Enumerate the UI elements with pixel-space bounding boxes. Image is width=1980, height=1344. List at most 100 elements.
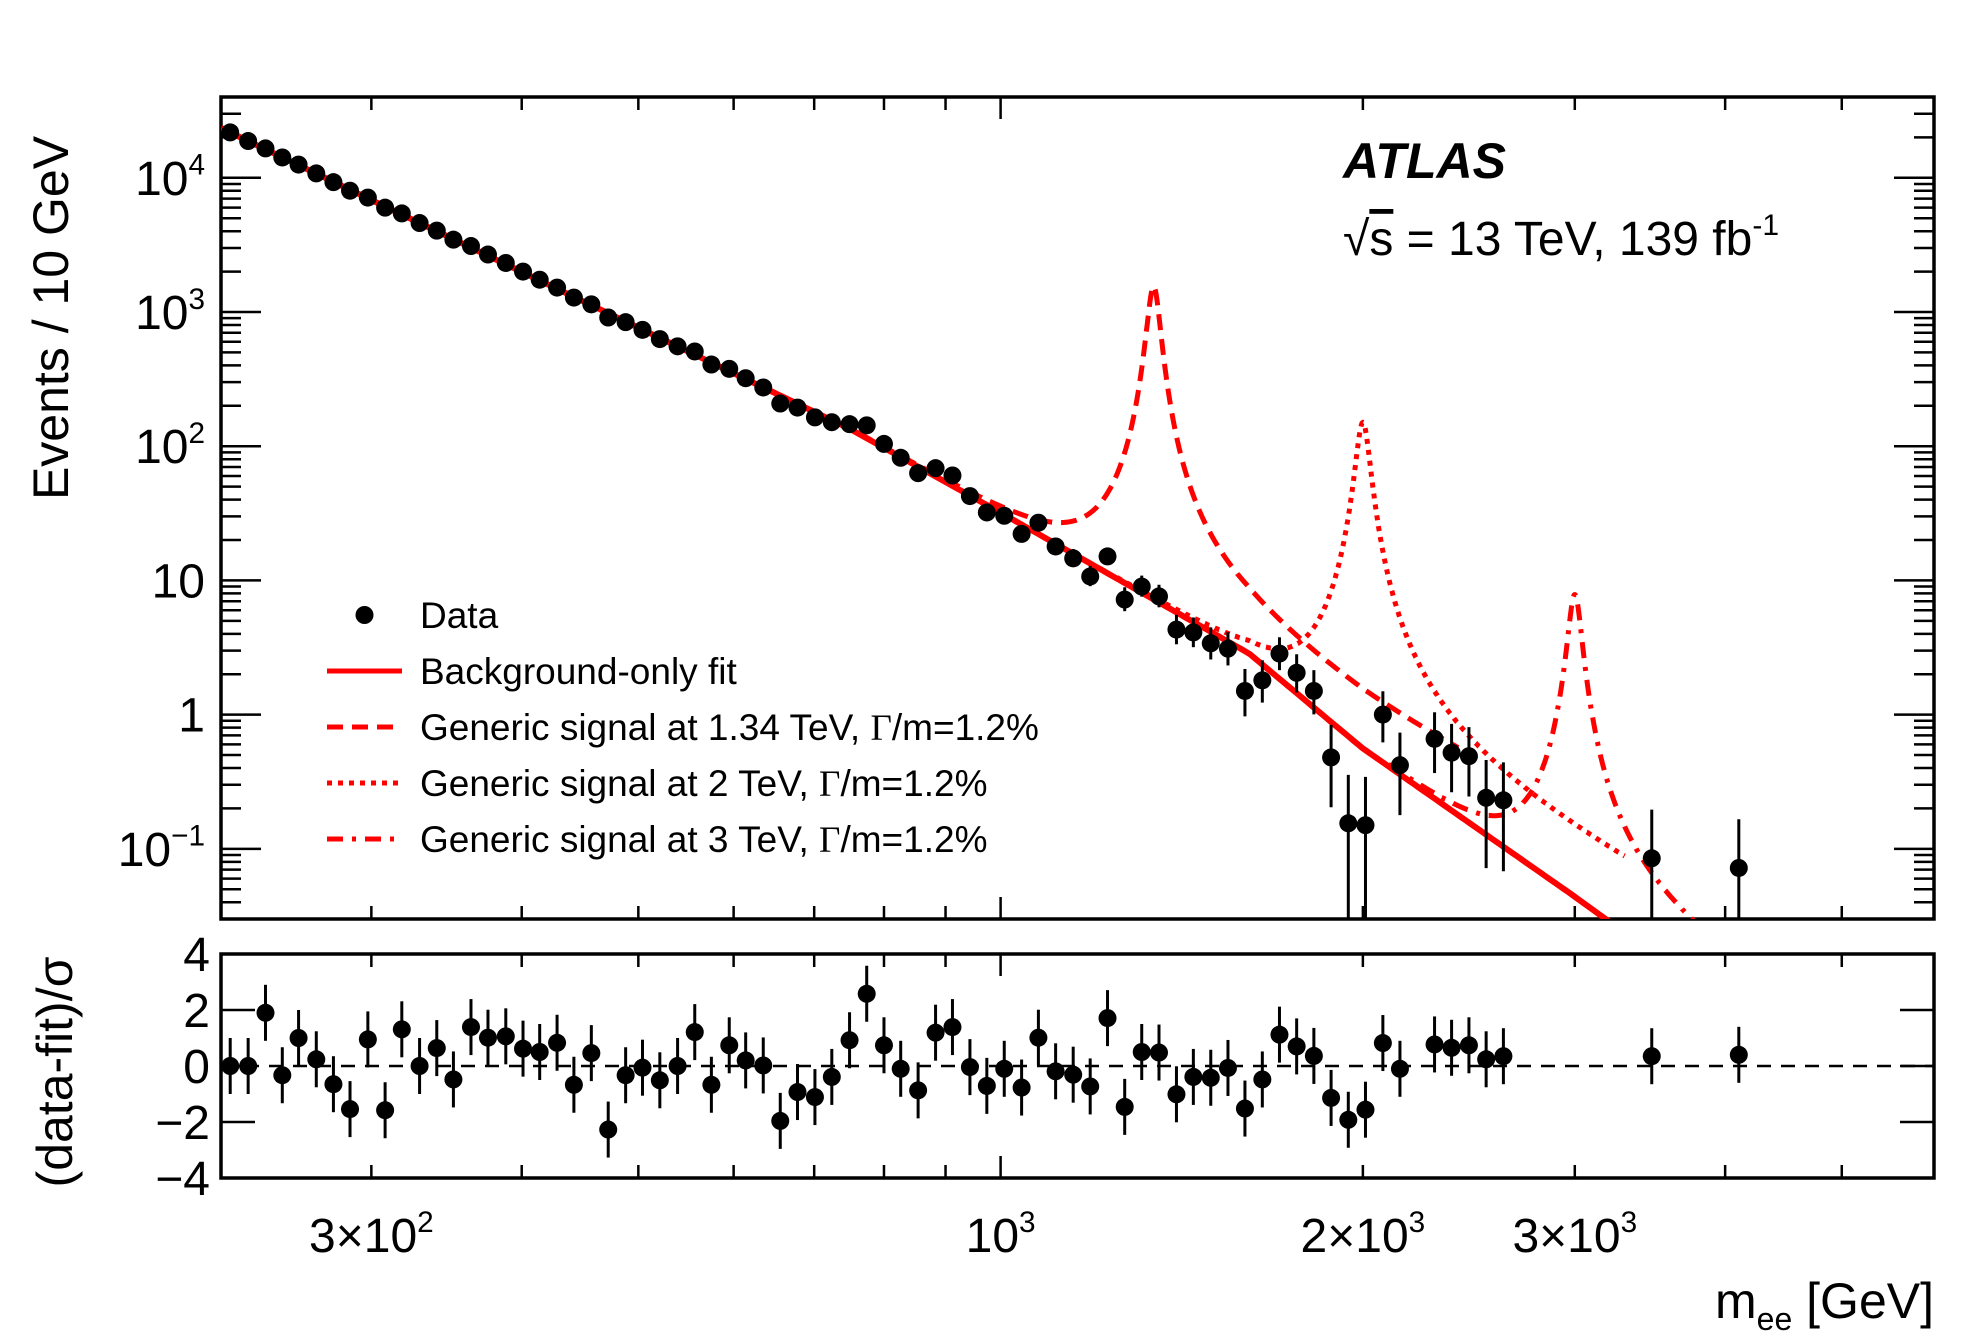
data-point xyxy=(822,413,841,432)
pull-point xyxy=(1132,1043,1151,1061)
ratio-y-tick-label: −2 xyxy=(155,1097,210,1150)
pull-point xyxy=(995,1059,1014,1078)
data-point xyxy=(1064,549,1083,568)
data-point xyxy=(685,342,704,361)
data-point xyxy=(461,237,480,256)
pull-point xyxy=(1149,1043,1168,1062)
legend-entry-marker: Data xyxy=(355,595,499,636)
data-point xyxy=(960,487,979,506)
pull-point xyxy=(1270,1025,1289,1044)
data-point xyxy=(1322,748,1341,767)
data-point xyxy=(1081,567,1100,586)
data-point xyxy=(1459,747,1478,766)
data-point xyxy=(633,320,652,339)
pull-point xyxy=(376,1101,395,1120)
data-point xyxy=(1425,729,1444,748)
pull-point xyxy=(564,1075,583,1094)
legend-label-text: Generic signal at 3 TeV, xyxy=(420,819,819,860)
data-point xyxy=(1356,816,1375,835)
data-point xyxy=(444,230,463,249)
legend-marker-data xyxy=(355,606,374,624)
main-y-tick-label: 10−1 xyxy=(118,820,205,877)
data-point xyxy=(1304,681,1323,700)
pull-point xyxy=(1477,1050,1496,1069)
x-axis-title-unit: [GeV] xyxy=(1792,1273,1934,1329)
ratio-y-tick-label: −4 xyxy=(155,1153,210,1206)
data-point xyxy=(324,173,343,192)
x-axis-title-subscript: ee xyxy=(1757,1301,1793,1337)
pull-point xyxy=(840,1031,859,1050)
pull-point xyxy=(410,1057,429,1075)
pull-point xyxy=(977,1076,996,1095)
pull-point xyxy=(1373,1034,1392,1053)
data-point xyxy=(909,464,928,483)
main-y-tick-label: 103 xyxy=(135,283,205,340)
data-point xyxy=(1390,756,1409,775)
data-point xyxy=(650,330,669,349)
atlas-annotation: ATLAS √s = 13 TeV, 139 fb-1 xyxy=(1341,133,1779,266)
pull-point xyxy=(1729,1045,1748,1064)
legend: Data Background-only fit Generic signal at… xyxy=(327,595,1039,861)
data-point xyxy=(891,448,910,467)
main-y-tick-label: 102 xyxy=(135,417,205,474)
pull-point xyxy=(771,1111,790,1130)
pull-point xyxy=(444,1070,463,1089)
pull-point xyxy=(1339,1110,1358,1129)
x-tick-label-exponent: 2 xyxy=(417,1206,434,1239)
pull-point xyxy=(221,1057,240,1075)
x-tick-label-exponent: 3 xyxy=(1019,1206,1036,1239)
pull-point xyxy=(1356,1100,1375,1119)
ratio-y-tick-label-base: 0 xyxy=(183,1041,210,1094)
data-point xyxy=(754,378,773,397)
data-point xyxy=(702,355,721,374)
data-point xyxy=(1494,791,1513,810)
legend-label-gamma: Γ xyxy=(819,764,840,805)
data-point xyxy=(514,262,533,281)
main-y-tick-label-base: 10 xyxy=(135,153,188,206)
data-point xyxy=(376,198,395,217)
pull-point xyxy=(1081,1077,1100,1096)
signal-curve-3000 xyxy=(1387,592,1696,919)
pull-point xyxy=(289,1029,308,1047)
main-y-tick-label-base: 10 xyxy=(152,555,205,608)
pull-point xyxy=(1494,1047,1513,1066)
legend-label: Generic signal at 1.34 TeV, Γ/m=1.2% xyxy=(420,707,1039,749)
pull-point xyxy=(530,1043,549,1061)
pull-point xyxy=(1390,1059,1409,1078)
ratio-y-tick-label-base: 2 xyxy=(183,985,210,1038)
pull-point xyxy=(616,1066,635,1085)
data-point xyxy=(478,245,497,264)
pull-point xyxy=(1184,1067,1203,1086)
pull-point xyxy=(1218,1058,1237,1077)
main-y-tick-label-base: 10 xyxy=(135,421,188,474)
ratio-y-tick-label-base: −2 xyxy=(155,1097,210,1150)
data-point xyxy=(1253,671,1272,690)
pull-point xyxy=(788,1083,807,1102)
legend-label-text: Generic signal at 1.34 TeV, xyxy=(420,707,870,748)
legend-label-gamma: Γ xyxy=(819,820,840,861)
data-point xyxy=(548,278,567,297)
ratio-frame xyxy=(219,952,1936,1180)
pull-point xyxy=(891,1059,910,1078)
data-point xyxy=(840,415,859,434)
legend-label: Generic signal at 2 TeV, Γ/m=1.2% xyxy=(420,763,987,805)
pull-point xyxy=(1642,1047,1661,1066)
main-frame xyxy=(219,95,1936,921)
energy-text: = 13 TeV, 139 fb xyxy=(1393,213,1752,266)
data-point xyxy=(273,148,292,167)
data-point xyxy=(599,308,618,327)
main-panel xyxy=(219,95,1936,921)
data-point xyxy=(410,214,429,233)
pull-point xyxy=(874,1036,893,1055)
main-y-tick-label-exponent: 2 xyxy=(188,417,205,450)
pull-point xyxy=(633,1058,652,1077)
legend-label-width: /m=1.2% xyxy=(840,763,987,804)
pull-point xyxy=(1201,1068,1220,1087)
data-point xyxy=(1167,620,1186,639)
pull-point xyxy=(1012,1078,1031,1097)
data-point xyxy=(1115,590,1134,609)
pull-point xyxy=(582,1044,601,1063)
data-point xyxy=(616,313,635,332)
